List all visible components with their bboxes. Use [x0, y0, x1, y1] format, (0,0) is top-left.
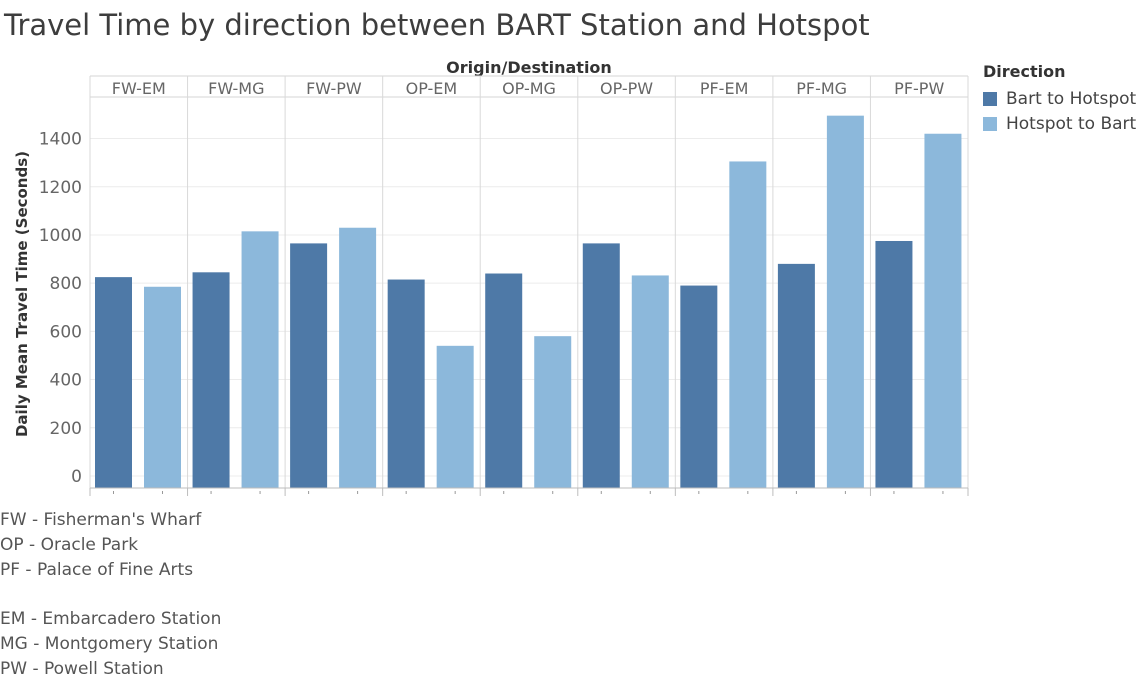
y-tick-label: 800 — [50, 274, 82, 294]
y-tick-label: 1200 — [39, 178, 82, 198]
legend: Direction Bart to Hotspot Hotspot to Bar… — [983, 62, 1136, 136]
note-line: OP - Oracle Park — [0, 534, 139, 555]
bar-hotspot-to-bart — [826, 115, 864, 488]
bar-bart-to-hotspot — [192, 272, 230, 488]
x-axis-title: Origin/Destination — [446, 58, 612, 77]
panel-header-label: FW-PW — [306, 79, 362, 98]
bar-bart-to-hotspot — [485, 273, 523, 488]
note-line: FW - Fisherman's Wharf — [0, 510, 202, 530]
y-tick-label: 200 — [50, 419, 82, 439]
y-axis-title: Daily Mean Travel Time (Seconds) — [13, 151, 31, 437]
bar-hotspot-to-bart — [144, 286, 181, 488]
legend-swatch — [983, 91, 997, 106]
note-line: PF - Palace of Fine Arts — [0, 559, 194, 580]
panel-header-label: OP-EM — [406, 79, 458, 98]
note-line: EM - Embarcadero Station — [0, 609, 222, 630]
panel-header-label: PF-PW — [894, 79, 944, 98]
legend-swatch — [983, 116, 997, 131]
bar-hotspot-to-bart — [924, 133, 962, 488]
chart-title: Travel Time by direction between BART St… — [4, 8, 870, 42]
bar-chart: Origin/Destination Daily Mean Travel Time… — [13, 58, 969, 496]
legend-item-hotspot-to-bart[interactable]: Hotspot to Bart — [983, 111, 1136, 136]
bar-hotspot-to-bart — [631, 275, 669, 488]
panel-header-label: FW-EM — [112, 79, 166, 98]
legend-label: Bart to Hotspot — [1006, 88, 1137, 109]
bar-bart-to-hotspot — [875, 240, 913, 488]
note-line: PW - Powell Station — [0, 658, 164, 679]
y-tick-label: 0 — [71, 467, 82, 487]
panel-header-label: OP-PW — [600, 79, 653, 98]
legend-title: Direction — [983, 62, 1066, 81]
panel-header-label: OP-MG — [502, 79, 556, 98]
y-tick-label: 400 — [50, 371, 82, 391]
panel-header-label: PF-MG — [796, 79, 847, 98]
bar-bart-to-hotspot — [582, 243, 620, 488]
bar-bart-to-hotspot — [95, 277, 132, 488]
bar-hotspot-to-bart — [729, 161, 767, 488]
bar-hotspot-to-bart — [436, 345, 474, 488]
bar-bart-to-hotspot — [387, 279, 425, 488]
y-tick-label: 1000 — [39, 226, 82, 246]
abbreviation-notes: FW - Fisherman's Wharf OP - Oracle Park … — [0, 508, 221, 682]
y-tick-label: 600 — [50, 322, 82, 342]
bar-hotspot-to-bart — [241, 231, 279, 488]
bar-bart-to-hotspot — [680, 285, 718, 488]
legend-item-bart-to-hotspot[interactable]: Bart to Hotspot — [983, 86, 1136, 111]
panel-header-label: PF-EM — [700, 79, 749, 98]
panel-header-label: FW-MG — [208, 79, 264, 98]
bar-hotspot-to-bart — [339, 227, 377, 488]
bar-bart-to-hotspot — [290, 243, 328, 488]
bar-bart-to-hotspot — [777, 263, 815, 488]
legend-label: Hotspot to Bart — [1006, 113, 1137, 134]
bar-hotspot-to-bart — [534, 336, 572, 488]
y-tick-label: 1400 — [39, 130, 82, 150]
note-line: MG - Montgomery Station — [0, 633, 219, 654]
note-line — [0, 582, 221, 607]
